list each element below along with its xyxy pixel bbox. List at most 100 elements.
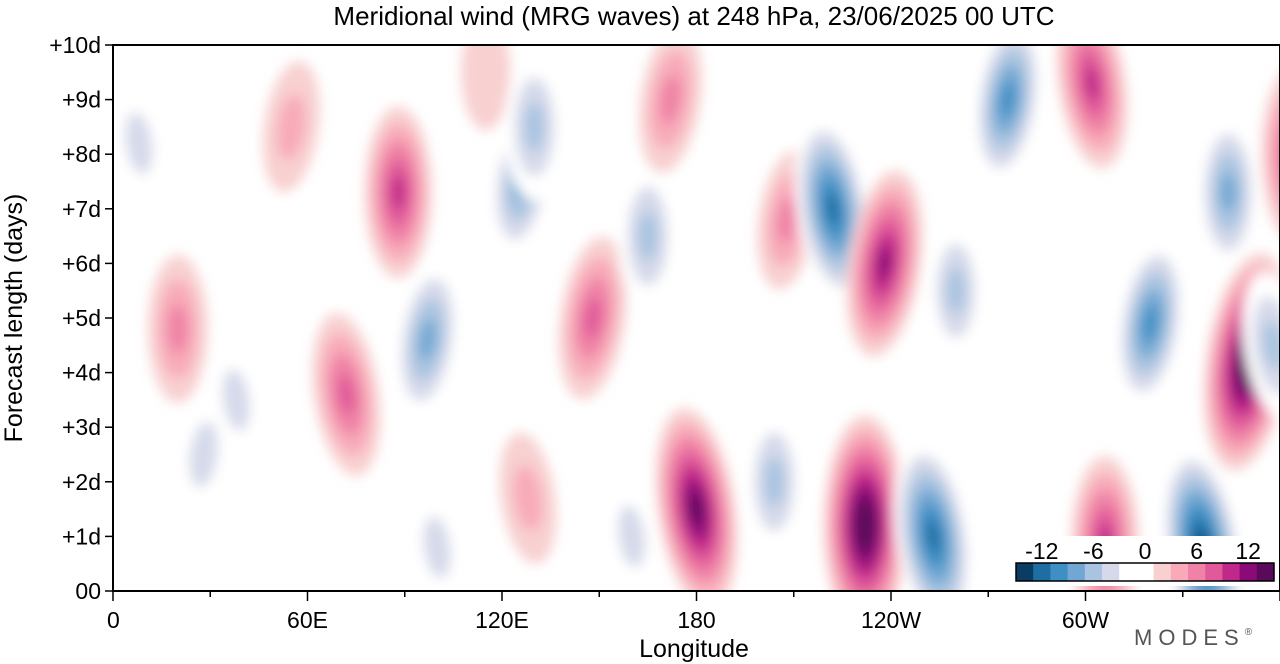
data-feature — [209, 338, 264, 462]
contour-level — [461, 45, 511, 131]
colorbar-swatch — [1033, 563, 1051, 581]
data-feature — [558, 236, 627, 400]
contour-level — [926, 520, 940, 553]
colorbar-swatch — [1016, 563, 1034, 581]
data-feature — [410, 485, 465, 591]
data-feature — [846, 170, 923, 357]
colorbar-swatch — [1256, 563, 1275, 581]
plot-area — [113, 45, 1280, 591]
contour-level — [513, 465, 543, 531]
contour-level — [1275, 119, 1280, 189]
x-tick-label: 180 — [677, 607, 715, 633]
contour-level — [337, 374, 355, 415]
y-tick-label: +4d — [62, 360, 101, 386]
y-tick-label: +1d — [62, 523, 101, 549]
data-feature — [113, 81, 166, 205]
data-feature — [312, 313, 381, 476]
colorbar-swatch — [1153, 563, 1172, 581]
contour-level — [690, 494, 703, 524]
contour-level — [189, 421, 218, 488]
contour-level — [1000, 82, 1015, 117]
colorbar-swatch — [1067, 563, 1086, 581]
contour-level — [878, 247, 891, 279]
x-tick-label: 120W — [861, 607, 921, 633]
contour-level — [418, 319, 436, 361]
x-tick-label: 0 — [107, 607, 120, 633]
y-tick-label: +6d — [62, 250, 101, 276]
contour-level — [391, 175, 406, 210]
colorbar-tick-label: 12 — [1235, 538, 1261, 564]
data-feature — [604, 474, 659, 591]
y-tick-label: +2d — [62, 469, 101, 495]
contour-level — [1084, 66, 1100, 101]
data-feature — [794, 115, 871, 303]
data-feature — [499, 432, 557, 564]
data-feature — [927, 220, 985, 361]
contour-level — [1220, 172, 1236, 212]
contour-level — [524, 102, 545, 152]
colorbar-tick-label: -12 — [1025, 538, 1058, 564]
data-feature — [393, 258, 462, 422]
data-feature — [618, 162, 678, 311]
data-feature — [1056, 45, 1128, 169]
data-feature — [1197, 114, 1260, 271]
data-feature — [639, 45, 702, 173]
colorbar-frame — [1015, 562, 1275, 582]
contour-level — [946, 267, 966, 315]
contour-level — [277, 94, 306, 160]
colorbar-swatch — [1050, 563, 1069, 581]
y-tick-label: +8d — [62, 141, 101, 167]
y-tick-label: +9d — [62, 87, 101, 113]
contour-level — [618, 505, 646, 568]
data-feature — [972, 45, 1044, 185]
data-feature — [744, 407, 805, 556]
x-tick-label: 60E — [287, 607, 328, 633]
data-feature — [1261, 74, 1280, 234]
x-tick-label: 60W — [1062, 607, 1110, 633]
contour-level — [637, 211, 658, 261]
contour-level — [584, 297, 602, 339]
colorbar-tick-label: -6 — [1083, 538, 1103, 564]
data-feature — [504, 52, 565, 201]
colorbar-swatch — [1119, 563, 1137, 581]
colorbar-legend: -12 -6 0 6 12 — [1010, 536, 1278, 586]
data-feature — [655, 407, 738, 591]
x-axis-label: Longitude — [639, 635, 749, 663]
contour-level — [1143, 306, 1158, 341]
colorbar-swatch — [1084, 563, 1103, 581]
data-feature — [823, 415, 907, 591]
y-tick-label: 00 — [75, 578, 101, 604]
registered-mark: ® — [1245, 627, 1253, 638]
colorbar-swatch — [1170, 563, 1189, 581]
data-feature — [262, 61, 320, 193]
data-feature — [148, 254, 208, 403]
y-tick-label: +3d — [62, 414, 101, 440]
colorbar-swatch — [1239, 563, 1258, 581]
data-feature — [893, 439, 973, 591]
data-feature — [1242, 271, 1280, 419]
colorbar-swatch — [1102, 563, 1120, 581]
data-feature — [1114, 238, 1186, 409]
y-axis: 00 +1d +2d +3d +4d +5d +6d +7d +8d +9d +10d — [49, 32, 113, 604]
modes-logo: MODES® — [1134, 625, 1253, 650]
colorbar-swatch — [1136, 563, 1155, 581]
x-axis: 0 60E 120E 180 120W 60W — [107, 591, 1280, 633]
x-tick-label: 120E — [475, 607, 529, 633]
contour-level — [777, 196, 798, 243]
contour-level — [125, 112, 153, 175]
contour-level — [660, 75, 681, 125]
colorbar-tick-label: 0 — [1139, 538, 1152, 564]
chart-title: Meridional wind (MRG waves) at 248 hPa, … — [333, 1, 1054, 31]
contour-level — [1268, 95, 1280, 213]
contour-level — [859, 511, 871, 540]
y-tick-label: +5d — [62, 305, 101, 331]
data-feature — [364, 106, 432, 279]
contour-level — [423, 516, 451, 579]
contour-level — [222, 369, 250, 431]
colorbar-swatch — [1205, 563, 1223, 581]
colorbar-swatch — [1222, 563, 1241, 581]
contour-level — [1263, 320, 1280, 370]
contour-level — [167, 304, 188, 354]
y-tick-label: +7d — [62, 196, 101, 222]
